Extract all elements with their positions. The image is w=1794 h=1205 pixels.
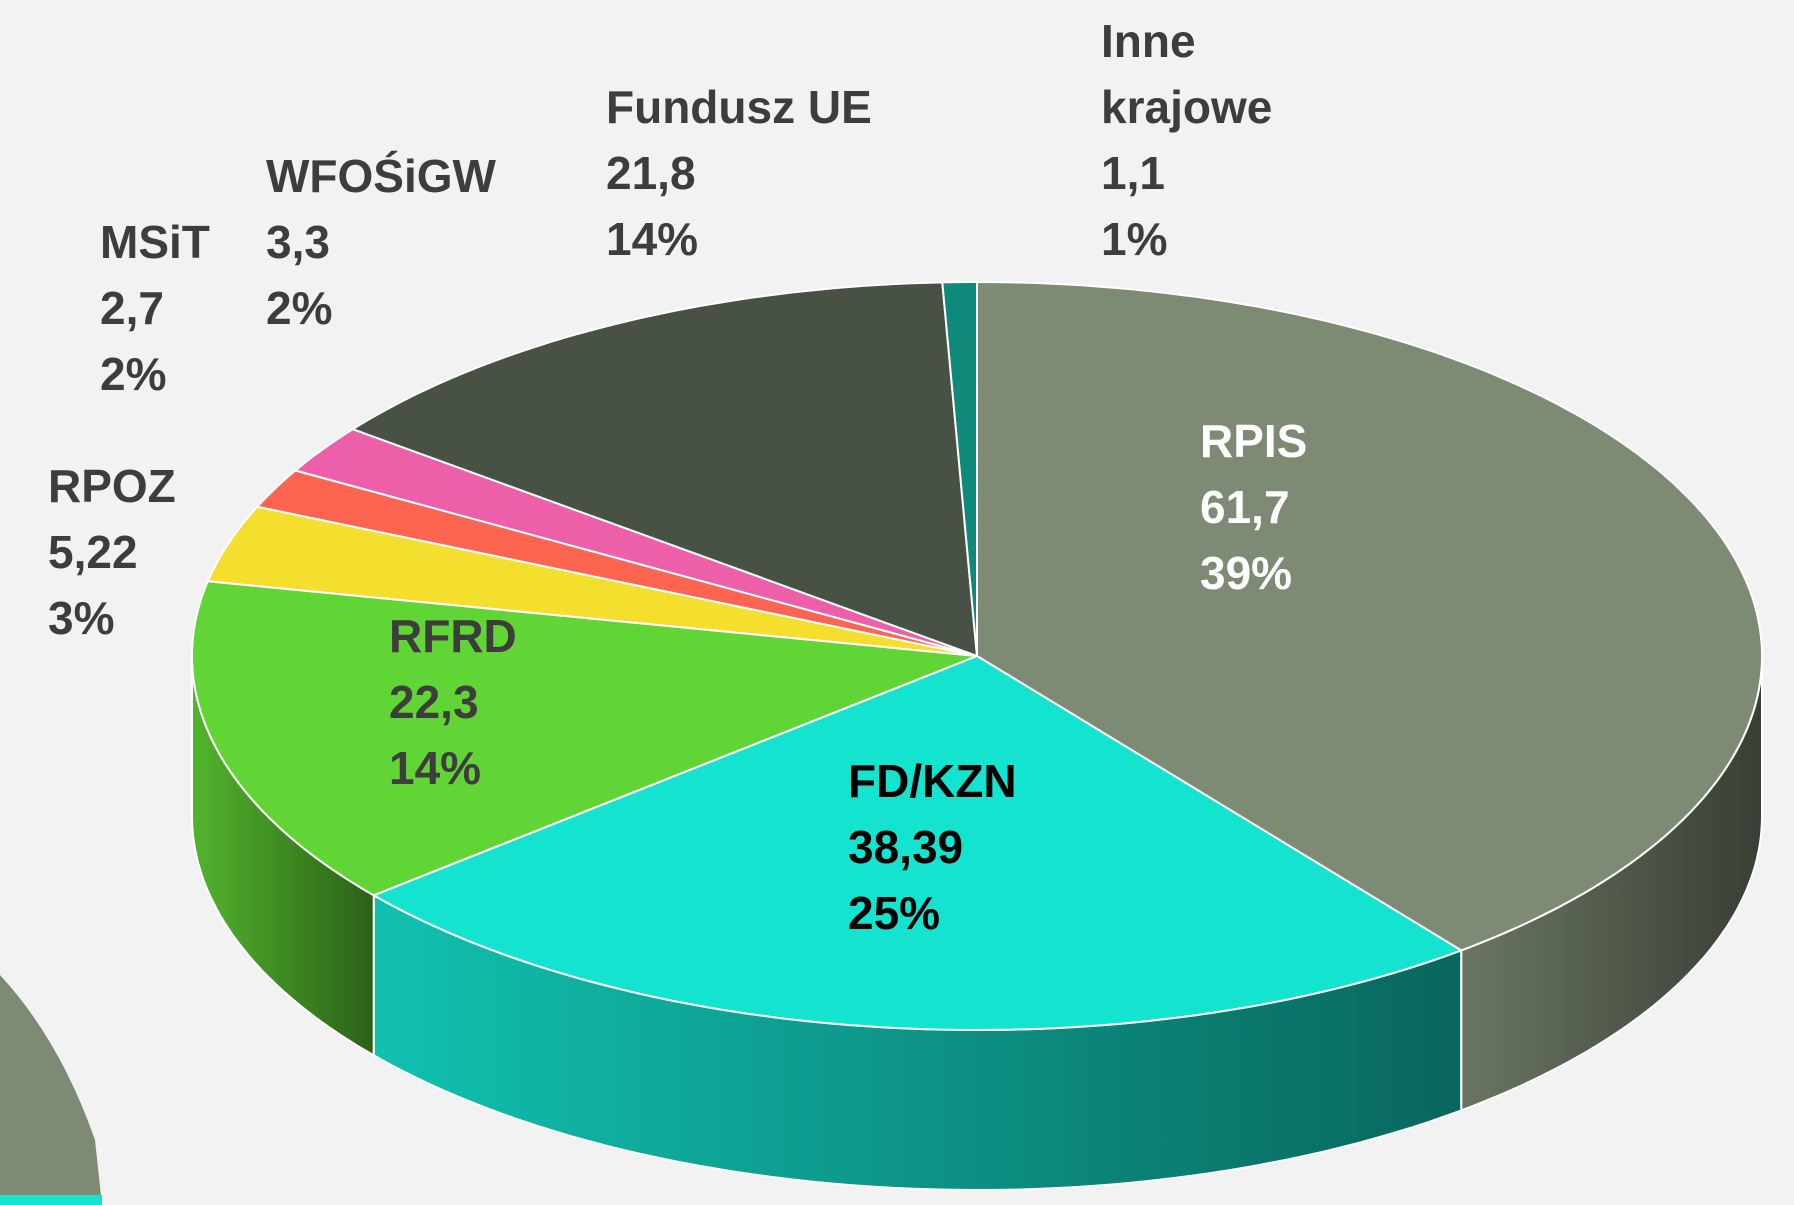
share-label: 2% (100, 348, 167, 400)
value-label: 21,8 (606, 147, 696, 199)
pie-slice (190, 580, 978, 897)
slice-label: RPIS 61,7 39% (1200, 408, 1307, 606)
slice-label: Inne krajowe 1,1 1% (1101, 8, 1301, 272)
slice-label: WFOŚiGW 3,3 2% (266, 143, 496, 341)
pie-slice (350, 281, 979, 658)
share-label: 14% (606, 213, 699, 265)
category-name: RFRD (389, 610, 517, 662)
pie-slice (941, 281, 978, 657)
category-name: RPIS (1200, 415, 1308, 467)
slice-label: Fundusz UE 21,8 14% (606, 74, 872, 272)
slice-label: RFRD 22,3 14% (389, 603, 517, 801)
value-label: 61,7 (1200, 481, 1290, 533)
decoration (0, 975, 102, 1205)
pie-slice (293, 428, 978, 657)
slice-label: MSiT 2,7 2% (100, 209, 210, 407)
pie-slice (371, 654, 1464, 1031)
category-name: FD/KZN (848, 755, 1017, 807)
category-name: RPOZ (48, 460, 176, 512)
value-label: 3,3 (266, 216, 330, 268)
share-label: 1% (1101, 213, 1168, 265)
share-label: 3% (48, 592, 115, 644)
share-label: 2% (266, 282, 333, 334)
value-label: 22,3 (389, 676, 479, 728)
value-label: 5,22 (48, 526, 138, 578)
pie-slice (255, 469, 978, 657)
category-name: WFOŚiGW (266, 150, 496, 202)
value-label: 2,7 (100, 282, 164, 334)
slice-label: FD/KZN 38,39 25% (848, 748, 1017, 946)
share-label: 25% (848, 887, 941, 939)
share-label: 39% (1200, 547, 1293, 599)
value-label: 1,1 (1101, 147, 1165, 199)
pie-slice (206, 505, 978, 657)
slice-label: RPOZ 5,22 3% (48, 453, 176, 651)
pie-slice (976, 280, 1763, 952)
decoration (0, 1195, 102, 1205)
category-name: MSiT (100, 216, 210, 268)
value-label: 38,39 (848, 821, 964, 873)
category-name: Inne krajowe (1101, 15, 1273, 133)
share-label: 14% (389, 742, 482, 794)
category-name: Fundusz UE (606, 81, 872, 133)
